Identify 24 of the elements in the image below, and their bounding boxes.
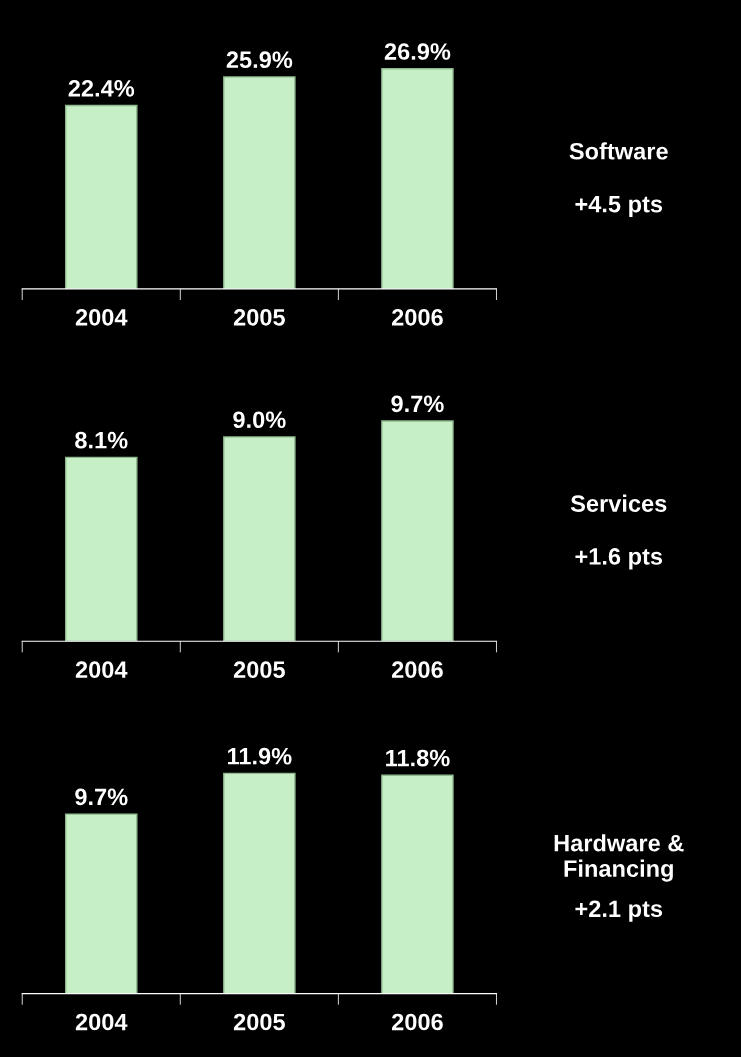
data-label: 26.9% [384,43,451,60]
text: Hardware & Financing [554,834,684,882]
text: +4.5 pts [575,195,663,218]
text: Software [569,142,668,160]
data-label: 9.7% [75,788,128,806]
data-label: 9.7% [391,395,444,413]
text: +2.1 pts [575,900,663,922]
x-tick-label: 2004 [75,661,128,679]
data-label: 11.9% [228,747,292,765]
x-tick-label: 2004 [75,1013,128,1031]
x-tick-label: 2006 [391,308,443,326]
x-tick-label: 2004 [75,308,128,326]
x-tick-label: 2005 [233,308,285,326]
data-label: 22.4% [68,79,135,97]
data-label: 11.8% [386,749,450,767]
x-tick-label: 2005 [233,661,285,679]
x-tick-label: 2006 [391,1013,443,1031]
data-label: 8.1% [75,431,128,449]
x-tick-label: 2006 [391,661,443,679]
text: +1.6 pts [575,548,663,570]
text: Services [570,494,667,512]
x-tick-label: 2005 [233,1013,285,1031]
data-label: 9.0% [233,411,286,429]
data-label: 25.9% [226,51,293,69]
